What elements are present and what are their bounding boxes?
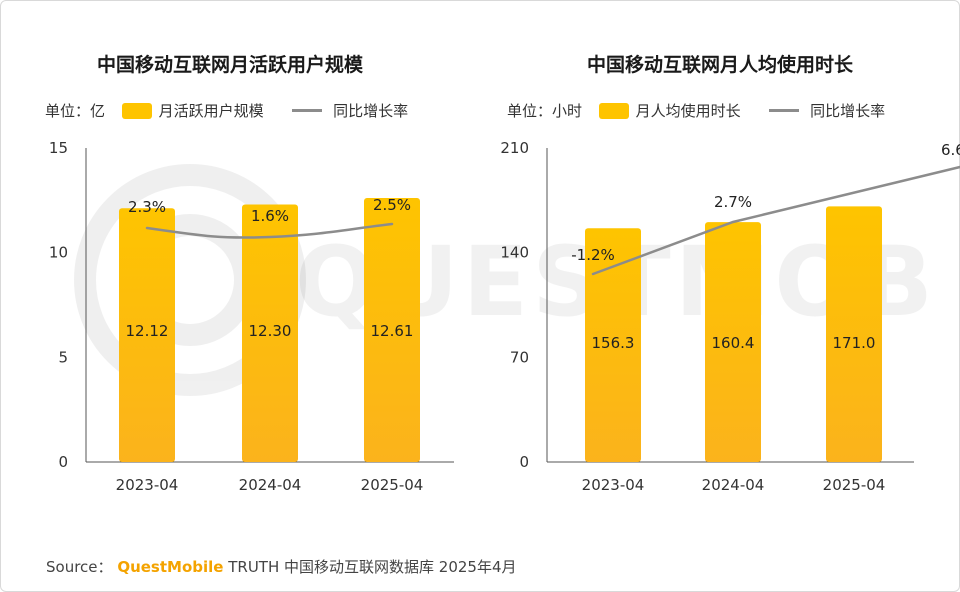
left-legend: 单位：亿 月活跃用户规模 同比增长率 (45, 100, 408, 121)
right-bar (585, 228, 641, 462)
left-panel: 中国移动互联网月活跃用户规模 单位：亿 月活跃用户规模 同比增长率 0 5 10 15… (0, 0, 480, 520)
right-growth-rate-label: 6.6% (941, 141, 960, 159)
right-x-tick-label: 2023-04 (582, 476, 645, 494)
left-y-tick-label: 10 (49, 244, 68, 262)
right-chart-title: 中国移动互联网月人均使用时长 (586, 54, 853, 76)
right-x-tick-label: 2024-04 (702, 476, 765, 494)
right-y-tick-label: 70 (510, 348, 529, 366)
right-growth-rate-label: 2.7% (714, 193, 752, 211)
source-brand: QuestMobile (117, 558, 224, 576)
source-rest: TRUTH 中国移动互联网数据库 2025年4月 (228, 558, 517, 576)
left-chart-plot: 0 5 10 15 12.12 2023-04 12.30 2024-04 12.61 2025-… (49, 139, 454, 494)
left-y-tick-label: 15 (49, 139, 68, 157)
left-bar (364, 198, 420, 462)
right-bar-value-label: 156.3 (592, 334, 635, 352)
right-y-tick-label: 210 (500, 139, 529, 157)
right-legend: 单位：小时 月人均使用时长 同比增长率 (507, 100, 885, 121)
left-x-tick-label: 2024-04 (239, 476, 302, 494)
left-bar-value-label: 12.61 (371, 322, 414, 340)
source-label: Source： (46, 558, 113, 576)
right-growth-line (591, 165, 960, 276)
left-bar (242, 204, 298, 462)
right-line-legend-label: 同比增长率 (810, 102, 886, 120)
right-panel: 中国移动互联网月人均使用时长 单位：小时 月人均使用时长 同比增长率 0 70 14… (480, 0, 960, 520)
right-x-tick-label: 2025-04 (823, 476, 886, 494)
right-bar (826, 206, 882, 462)
left-line-legend-label: 同比增长率 (333, 102, 409, 120)
left-bar (119, 208, 175, 462)
right-growth-rate-label: -1.2% (571, 246, 615, 264)
left-bar-legend-swatch (121, 102, 152, 119)
right-bar-value-label: 160.4 (712, 334, 755, 352)
left-bar-value-label: 12.30 (249, 322, 292, 340)
left-x-tick-label: 2023-04 (116, 476, 179, 494)
left-line-legend-swatch (292, 109, 323, 112)
right-line-legend-swatch (769, 109, 800, 112)
left-unit-label: 单位：亿 (45, 102, 106, 120)
left-bar-value-label: 12.12 (126, 322, 169, 340)
source-footer: Source： QuestMobile TRUTH 中国移动互联网数据库 202… (46, 556, 517, 577)
right-unit-label: 单位：小时 (507, 102, 583, 120)
right-y-tick-label: 140 (500, 244, 529, 262)
right-bar (705, 222, 761, 462)
left-growth-line (145, 222, 394, 239)
right-bar-legend-swatch (598, 102, 629, 119)
left-y-tick-label: 0 (58, 453, 68, 471)
right-chart-plot: 0 70 140 210 156.3 2023-04 160.4 2024-04 171.0 20… (500, 139, 960, 494)
right-y-tick-label: 0 (519, 453, 529, 471)
left-x-tick-label: 2025-04 (361, 476, 424, 494)
left-growth-rate-label: 2.5% (373, 196, 411, 214)
left-chart-title: 中国移动互联网月活跃用户规模 (96, 54, 363, 76)
left-y-tick-label: 5 (58, 348, 68, 366)
left-growth-rate-label: 2.3% (128, 198, 166, 216)
right-bar-value-label: 171.0 (833, 334, 876, 352)
left-bar-legend-label: 月活跃用户规模 (158, 102, 264, 120)
left-growth-rate-label: 1.6% (251, 207, 289, 225)
right-bar-legend-label: 月人均使用时长 (635, 102, 741, 120)
